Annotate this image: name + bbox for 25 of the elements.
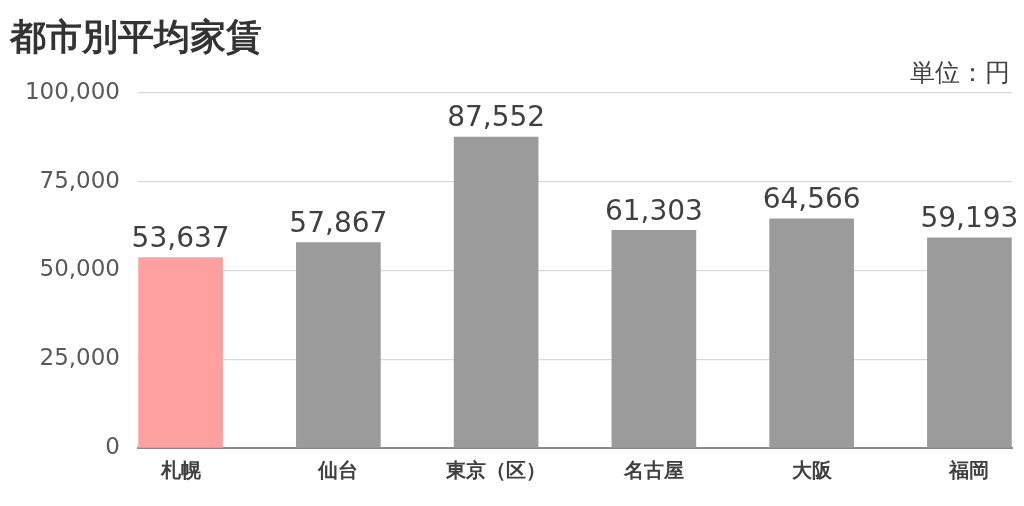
bar <box>138 257 223 448</box>
x-tick-label: 大阪 <box>791 458 833 483</box>
x-tick-label: 名古屋 <box>622 458 684 483</box>
data-label: 57,867 <box>289 205 388 239</box>
bar <box>453 136 539 448</box>
x-tick-label: 札幌 <box>159 458 201 483</box>
bar <box>611 230 697 448</box>
data-label: 53,637 <box>131 220 230 254</box>
y-tick-label: 25,000 <box>39 344 120 371</box>
bar <box>769 218 854 448</box>
y-tick-label: 50,000 <box>39 255 120 282</box>
bar <box>927 237 1012 448</box>
x-tick-label: 仙台 <box>317 458 359 483</box>
data-label: 59,193 <box>920 201 1019 235</box>
y-tick-label: 100,000 <box>24 77 120 104</box>
x-tick-label: 福岡 <box>948 458 990 483</box>
data-label: 64,566 <box>762 182 861 216</box>
text: 単位：円 <box>910 57 1010 89</box>
bar <box>296 242 381 448</box>
data-label: 87,552 <box>447 100 546 134</box>
x-tick-label: 東京（区） <box>445 458 547 483</box>
data-label: 61,303 <box>604 193 703 227</box>
y-tick-label: 0 <box>105 432 120 459</box>
chart-title: 都市別平均家賃 <box>10 15 262 59</box>
y-tick-label: 75,000 <box>39 166 120 193</box>
